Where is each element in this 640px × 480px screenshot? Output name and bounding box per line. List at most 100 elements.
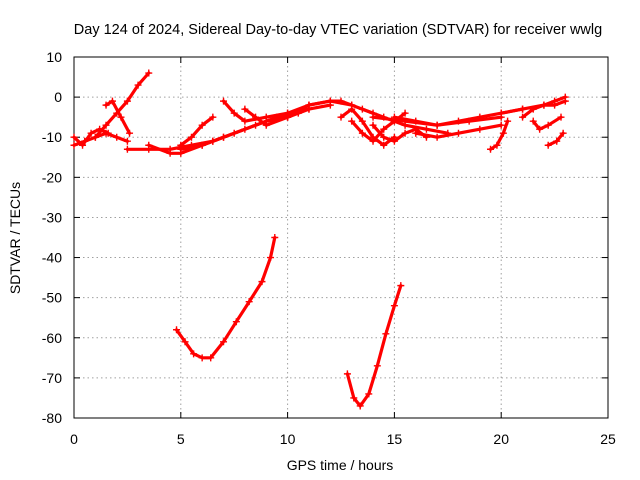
data-point (198, 121, 206, 129)
data-point (123, 97, 131, 105)
data-series (70, 69, 569, 410)
data-point (433, 121, 441, 129)
data-point (123, 137, 131, 145)
data-point (358, 117, 366, 125)
data-point (412, 129, 420, 137)
data-point (499, 129, 507, 137)
data-point (209, 113, 217, 121)
y-tick-label: -30 (42, 209, 62, 225)
data-point (232, 318, 240, 326)
series-track-3 (91, 69, 153, 141)
data-point (145, 69, 153, 77)
data-point (173, 326, 181, 334)
data-point (497, 109, 505, 117)
y-tick-label: 0 (54, 89, 62, 105)
data-point (401, 129, 409, 137)
data-point (557, 113, 565, 121)
series-trace (339, 107, 396, 147)
y-tick-label: -70 (42, 370, 62, 386)
data-point (245, 298, 253, 306)
data-point (412, 117, 420, 125)
y-axis-label: SDTVAR / TECUs (7, 182, 23, 294)
data-point (252, 113, 260, 121)
y-tick-label: -20 (42, 169, 62, 185)
data-point (369, 137, 377, 145)
data-point (380, 125, 388, 133)
series-track-24 (529, 113, 565, 133)
data-point (454, 117, 462, 125)
y-tick-label: 10 (46, 49, 62, 65)
data-point (190, 350, 198, 358)
data-point (241, 117, 249, 125)
data-point (390, 137, 398, 145)
series-track-25 (544, 129, 567, 149)
data-point (305, 101, 313, 109)
data-point (220, 97, 228, 105)
data-point (551, 101, 559, 109)
data-point (91, 133, 99, 141)
data-point (529, 105, 537, 113)
x-axis-label: GPS time / hours (287, 457, 394, 473)
data-point (519, 113, 527, 121)
data-point (380, 133, 388, 141)
data-point (369, 113, 377, 121)
data-point (284, 109, 292, 117)
data-point (504, 117, 512, 125)
data-point (252, 121, 260, 129)
data-point (102, 101, 110, 109)
data-point (422, 125, 430, 133)
series-trace (488, 119, 510, 151)
data-point (230, 129, 238, 137)
y-tick-label: -40 (42, 250, 62, 266)
data-point (476, 113, 484, 121)
series-trace (104, 99, 132, 135)
data-point (79, 141, 87, 149)
data-point (198, 141, 206, 149)
plot-frame (73, 56, 609, 419)
data-point (348, 105, 356, 113)
data-point (373, 362, 381, 370)
data-point (70, 133, 78, 141)
data-point (390, 302, 398, 310)
series-trace (531, 115, 563, 131)
data-point (559, 129, 567, 137)
data-point (544, 141, 552, 149)
data-point (230, 109, 238, 117)
data-point (401, 109, 409, 117)
data-point (117, 113, 125, 121)
data-point (267, 254, 275, 262)
series-track-4 (102, 97, 134, 137)
data-point (343, 370, 351, 378)
data-point (102, 121, 110, 129)
data-point (433, 133, 441, 141)
data-point (70, 141, 78, 149)
data-point (326, 97, 334, 105)
data-point (166, 149, 174, 157)
series-track-13 (284, 97, 356, 117)
data-point (271, 234, 279, 241)
series-trace (93, 71, 151, 139)
y-tick-label: -60 (42, 330, 62, 346)
data-point (382, 330, 390, 338)
x-tick-label: 20 (493, 431, 509, 447)
data-point (553, 137, 561, 145)
data-point (207, 354, 215, 362)
grid (74, 57, 608, 418)
chart-title: Day 124 of 2024, Sidereal Day-to-day VTE… (74, 22, 602, 38)
series-trace (345, 284, 403, 408)
series-track-9 (209, 109, 302, 145)
data-point (536, 125, 544, 133)
axis-ticks: 0 5 10 15 20 25 -80 -70 -60 -50 -40 -30 -20 -10 0 10 (42, 49, 616, 447)
data-point (145, 141, 153, 149)
y-tick-label: -10 (42, 129, 62, 145)
data-point (561, 97, 569, 105)
data-point (380, 141, 388, 149)
data-point (113, 133, 121, 141)
data-point (497, 121, 505, 129)
series-track-23 (519, 97, 569, 121)
data-point (209, 137, 217, 145)
data-point (365, 390, 373, 398)
data-point (241, 105, 249, 113)
data-point (198, 354, 206, 362)
